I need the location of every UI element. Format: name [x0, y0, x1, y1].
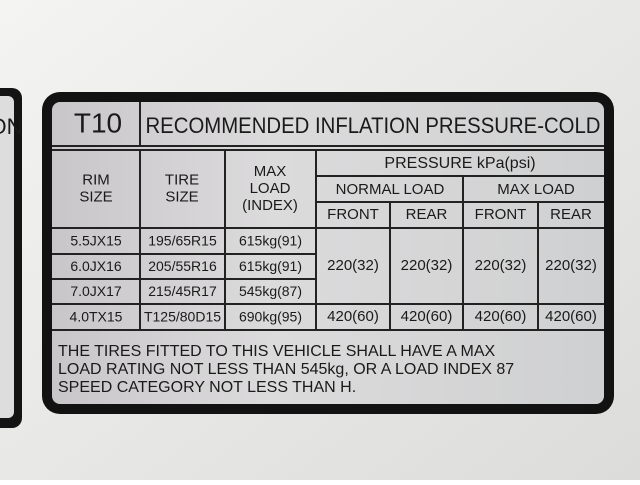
position-header: FRONT — [475, 206, 527, 223]
cell: 5.5JX15 — [70, 233, 122, 249]
side-text: ON — [0, 114, 23, 139]
pressure-cell: 220(32) — [545, 257, 597, 274]
cell: 7.0JX17 — [70, 283, 122, 299]
group-header: NORMAL LOAD — [336, 181, 445, 198]
position-header: FRONT — [327, 206, 379, 223]
pressure-cell: 420(60) — [401, 308, 453, 325]
cell: 615kg(91) — [239, 233, 302, 249]
cell: 195/65R15 — [148, 233, 217, 249]
cell: 4.0TX15 — [70, 309, 123, 325]
column-header: (INDEX) — [242, 197, 298, 214]
footer-line: THE TIRES FITTED TO THIS VEHICLE SHALL H… — [58, 343, 495, 360]
pressure-cell: 220(32) — [327, 257, 379, 274]
cell: 690kg(95) — [239, 309, 302, 325]
pressure-cell: 220(32) — [401, 257, 453, 274]
cell: 205/55R16 — [148, 258, 217, 274]
pressure-cell: 420(60) — [327, 308, 379, 325]
column-header: SIZE — [79, 188, 112, 205]
cell: 215/45R17 — [148, 283, 217, 299]
cell: 545kg(87) — [239, 283, 302, 299]
pressure-cell: 420(60) — [545, 308, 597, 325]
position-header: REAR — [550, 206, 592, 223]
footer-line: SPEED CATEGORY NOT LESS THAN H. — [58, 379, 356, 396]
position-header: REAR — [406, 206, 448, 223]
column-header: LOAD — [250, 180, 291, 197]
cell: T125/80D15 — [144, 309, 221, 325]
code: T10 — [74, 107, 122, 138]
cell: 615kg(91) — [239, 258, 302, 274]
column-header: MAX — [254, 163, 287, 180]
column-header: TIRE — [165, 171, 199, 188]
title: RECOMMENDED INFLATION PRESSURE-COLD — [146, 113, 601, 138]
column-header: SIZE — [165, 188, 198, 205]
label-face — [52, 102, 604, 404]
pressure-cell: 420(60) — [475, 308, 527, 325]
pressure-cell: 220(32) — [475, 257, 527, 274]
column-header: RIM — [82, 171, 110, 188]
side-label-inner — [0, 96, 14, 418]
group-header: MAX LOAD — [497, 181, 575, 198]
cell: 6.0JX16 — [70, 258, 122, 274]
footer-line: LOAD RATING NOT LESS THAN 545kg, OR A LO… — [58, 361, 514, 378]
column-header: PRESSURE kPa(psi) — [384, 155, 535, 172]
